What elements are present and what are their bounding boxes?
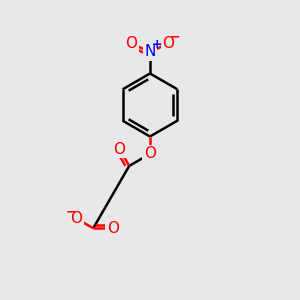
- Text: O: O: [107, 221, 119, 236]
- Text: −: −: [66, 206, 76, 218]
- Text: O: O: [125, 36, 137, 51]
- Text: N: N: [144, 44, 156, 59]
- Text: O: O: [70, 211, 82, 226]
- Text: O: O: [144, 146, 156, 161]
- Text: O: O: [163, 36, 175, 51]
- Text: −: −: [169, 30, 180, 44]
- Text: O: O: [113, 142, 125, 157]
- Text: +: +: [151, 38, 162, 51]
